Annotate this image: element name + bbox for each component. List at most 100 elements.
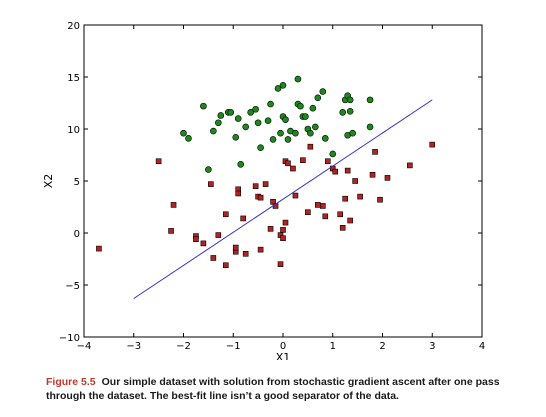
square-point [155,158,162,165]
circle-point [269,136,277,143]
x-tick-label: −1 [226,341,241,352]
plot-frame [83,24,483,338]
square-point [215,232,222,238]
x-tick-label: 4 [479,341,485,352]
y-tick-label: −10 [59,333,80,344]
circle-point [312,123,319,131]
y-tick-label: 0 [74,229,80,240]
square-point [240,215,246,222]
x-axis-label: X1 [276,351,291,360]
y-tick-label: −5 [65,281,80,292]
square-point [315,202,321,208]
square-point [377,196,383,203]
circle-point [237,161,245,168]
square-point [222,211,229,218]
circle-point [215,119,222,127]
square-point [96,245,102,252]
square-point [407,162,413,169]
circle-point [200,102,207,110]
circle-point [264,117,272,124]
circle-point [210,127,217,135]
y-tick-label: 10 [67,125,80,136]
y-tick-label: 15 [67,73,80,84]
square-point [208,181,214,187]
square-point [193,236,199,243]
square-point [369,171,376,178]
circle-point [329,150,337,158]
circle-point [180,129,187,137]
square-point [222,262,229,269]
square-point [290,165,296,172]
circle-point [307,129,314,137]
square-point [200,240,207,247]
square-point [344,167,351,174]
x-tick-label: 0 [280,341,286,352]
x-tick-label: 1 [330,341,336,352]
circle-point [339,109,347,116]
x-tick-label: 3 [429,341,435,352]
circle-point [267,100,274,108]
square-point [257,194,264,201]
square-point [307,143,314,150]
circle-point [274,85,282,92]
square-point [242,251,249,257]
square-point [305,209,311,215]
circle-point [252,105,259,113]
square-point [252,183,259,189]
circle-point [297,102,304,110]
circle-point [346,96,354,104]
square-point [332,168,339,175]
square-point [352,178,358,184]
circle-point [349,129,356,137]
x-tick-label: −3 [126,341,141,352]
square-point [322,213,329,220]
square-point [337,211,344,218]
square-point [300,157,306,163]
circle-point [321,135,329,142]
caption-text: Our simple dataset with solution from st… [46,376,500,402]
square-point [342,195,348,202]
circle-point [366,123,374,131]
square-point [384,175,391,181]
circle-point [284,136,292,143]
circle-point [185,135,192,142]
circle-point [366,96,374,104]
figure-number: Figure 5.5 [46,376,96,388]
circle-point [319,88,327,95]
circle-point [232,134,240,141]
circle-point [282,116,289,123]
circle-point [205,166,212,173]
chart-marks [96,75,436,299]
y-tick-label: 5 [74,177,80,188]
square-point [257,246,264,253]
square-point [235,190,242,197]
square-point [372,149,378,155]
circle-point [257,144,264,152]
circle-point [346,108,354,115]
y-axis-label: X2 [42,174,55,189]
circle-point [292,129,299,137]
square-point [357,193,363,200]
square-point [232,244,239,251]
square-point [280,235,286,241]
figure-caption: Figure 5.5 Our simple dataset with soluti… [46,375,506,403]
circle-point [217,112,225,119]
square-point [280,227,286,233]
square-point [282,219,289,226]
square-point [319,203,326,209]
circle-point [294,75,302,83]
square-point [170,202,177,208]
circle-point [309,104,317,112]
y-tick-label: 20 [67,21,80,32]
square-point [168,228,174,234]
square-point [210,255,217,261]
circle-point [314,94,322,102]
square-point [347,217,353,224]
x-tick-label: −2 [176,341,191,352]
square-point [339,225,346,231]
circle-point [234,115,242,122]
circle-point [279,82,287,89]
square-point [429,141,436,148]
square-point [292,192,299,199]
